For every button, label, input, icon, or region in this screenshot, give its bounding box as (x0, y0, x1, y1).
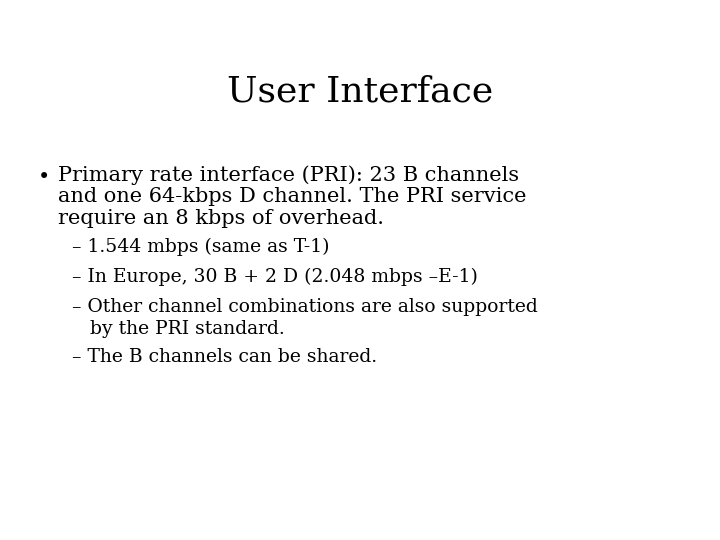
Text: User Interface: User Interface (227, 75, 493, 109)
Text: by the PRI standard.: by the PRI standard. (72, 320, 284, 338)
Text: – 1.544 mbps (same as T-1): – 1.544 mbps (same as T-1) (72, 238, 330, 256)
Text: Primary rate interface (PRI): 23 B channels: Primary rate interface (PRI): 23 B chann… (58, 165, 519, 185)
Text: – In Europe, 30 B + 2 D (2.048 mbps –E-1): – In Europe, 30 B + 2 D (2.048 mbps –E-1… (72, 268, 478, 286)
Text: – Other channel combinations are also supported: – Other channel combinations are also su… (72, 298, 538, 316)
Text: – The B channels can be shared.: – The B channels can be shared. (72, 348, 377, 366)
Text: and one 64-kbps D channel. The PRI service: and one 64-kbps D channel. The PRI servi… (58, 187, 526, 206)
Text: require an 8 kbps of overhead.: require an 8 kbps of overhead. (58, 209, 384, 228)
Text: •: • (38, 168, 50, 187)
